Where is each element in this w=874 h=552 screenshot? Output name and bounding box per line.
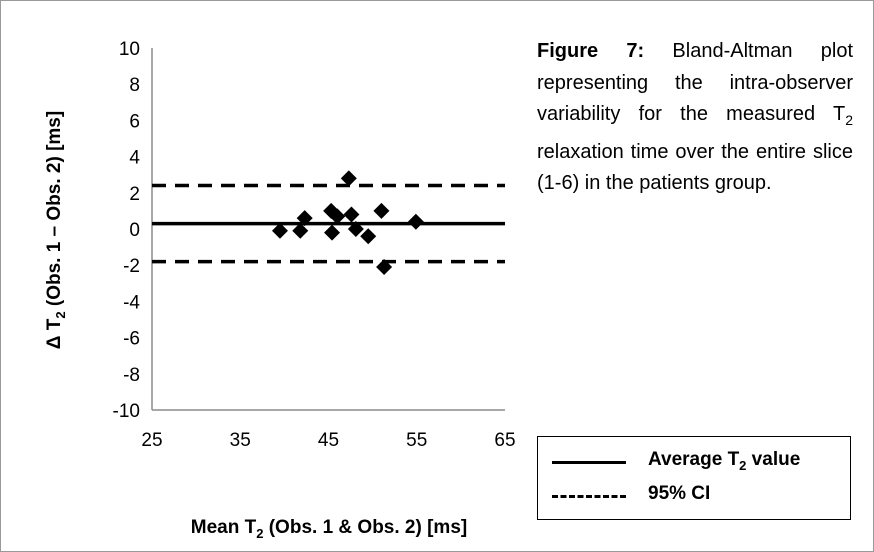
data-point-marker <box>376 259 393 276</box>
legend-swatch-dashed <box>552 495 626 498</box>
caption-text-a: Bland-Altman plot representing the intra… <box>537 40 854 125</box>
x-tick-label: 45 <box>318 430 339 451</box>
data-point-marker <box>407 213 424 230</box>
figure-caption: Figure 7: Bland-Altman plot representing… <box>537 36 853 200</box>
data-point-marker <box>292 222 309 239</box>
y-tick-label: 8 <box>129 75 140 96</box>
y-tick-label: -6 <box>123 329 140 350</box>
data-point-marker <box>360 228 377 245</box>
x-tick-label: 25 <box>141 430 162 451</box>
caption-subscript: 2 <box>845 112 853 128</box>
y-tick-label: 2 <box>129 184 140 205</box>
legend-swatch-solid <box>552 461 626 464</box>
data-point-marker <box>324 224 341 241</box>
data-point-marker <box>340 170 357 187</box>
legend-label-ci: 95% CI <box>648 483 711 504</box>
x-tick-label: 65 <box>494 430 515 451</box>
data-point-marker <box>271 222 288 239</box>
x-axis-ticks: 25 35 45 55 65 <box>141 430 515 451</box>
chart-legend: Average T2 value 95% CI <box>537 436 851 520</box>
legend-item-ci: 95% CI <box>552 481 842 511</box>
x-tick-label: 55 <box>406 430 427 451</box>
y-tick-label: 4 <box>129 148 140 169</box>
y-tick-label: -8 <box>123 365 140 386</box>
y-axis-ticks: 10 8 6 4 2 0 -2 -4 -6 -8 -10 <box>113 39 141 422</box>
x-axis-title: Mean T2 (Obs. 1 & Obs. 2) [ms] <box>191 517 467 541</box>
data-points <box>271 170 424 276</box>
figure-label: Figure 7: <box>537 40 645 62</box>
y-tick-label: -4 <box>123 292 140 313</box>
y-axis-title: Δ T2 (Obs. 1 – Obs. 2) [ms] <box>44 111 68 349</box>
data-point-marker <box>329 208 346 225</box>
y-tick-label: -10 <box>113 401 140 422</box>
caption-text-b: relaxation time over the entire slice (1… <box>537 140 853 195</box>
legend-item-average: Average T2 value <box>552 447 842 477</box>
x-tick-label: 35 <box>230 430 251 451</box>
data-point-marker <box>343 206 360 223</box>
legend-label-average: Average T2 value <box>648 449 801 473</box>
y-tick-label: -2 <box>123 256 140 277</box>
y-tick-label: 6 <box>129 111 140 132</box>
reference-lines <box>152 183 505 264</box>
y-tick-label: 0 <box>129 220 140 241</box>
y-tick-label: 10 <box>119 39 140 60</box>
data-point-marker <box>373 202 390 219</box>
data-point-marker <box>296 210 313 227</box>
data-point-marker <box>347 221 364 237</box>
